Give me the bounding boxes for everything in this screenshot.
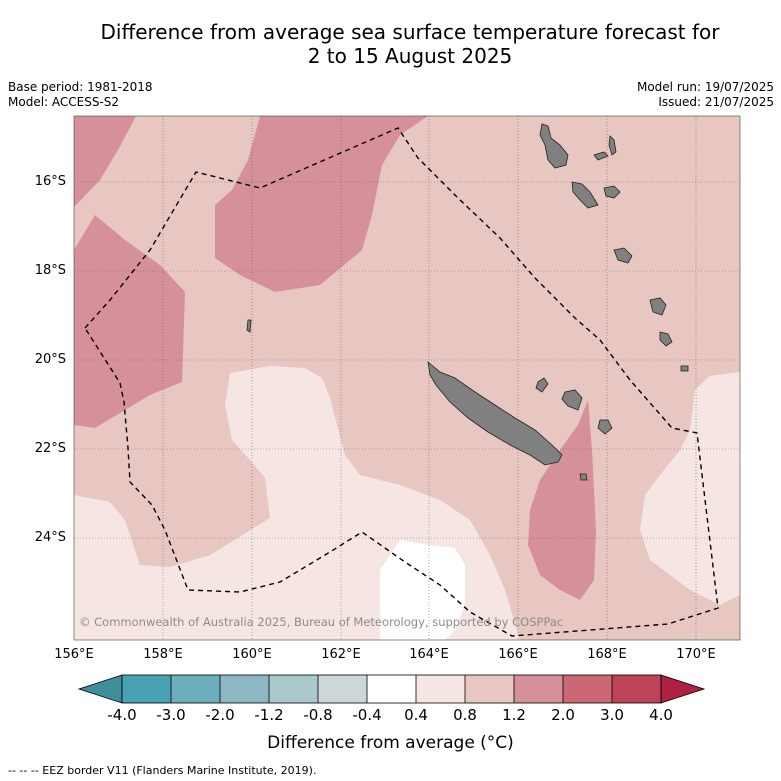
land-islet-3 <box>579 473 588 481</box>
land-island-5 <box>603 185 621 199</box>
colorbar-cell-max-extend <box>660 674 706 704</box>
eez-legend: -- -- -- EEZ border V11 (Flanders Marine… <box>8 764 317 777</box>
lon-label-166e: 166°E <box>498 647 538 662</box>
colorbar-tick: -0.4 <box>352 706 382 724</box>
land-island-1 <box>539 123 569 169</box>
colorbar-cell-min-extend <box>77 674 123 704</box>
meta-right: Model run: 19/07/2025 Issued: 21/07/2025 <box>637 80 774 110</box>
lon-label-164e: 164°E <box>409 647 449 662</box>
colorbar-tick: 0.4 <box>404 706 428 724</box>
model-name: Model: ACCESS-S2 <box>8 95 120 109</box>
copyright-notice: © Commonwealth of Australia 2025, Bureau… <box>79 615 564 629</box>
anomaly-dark-region-north <box>215 116 428 292</box>
colorbar-tick: -4.0 <box>107 706 137 724</box>
lat-label-22s: 22°S <box>34 441 66 456</box>
anomaly-white-region <box>380 540 465 640</box>
colorbar-cell-10 <box>563 675 612 703</box>
meta-left: Base period: 1981-2018 Model: ACCESS-S2 <box>8 80 153 110</box>
lon-label-170e: 170°E <box>676 647 716 662</box>
land-island-7 <box>649 297 667 316</box>
colorbar-tick: 0.8 <box>453 706 477 724</box>
colorbar-tick: 2.0 <box>551 706 575 724</box>
base-period: Base period: 1981-2018 <box>8 80 153 94</box>
colorbar-tick: 4.0 <box>649 706 673 724</box>
anomaly-dark-region-west <box>74 215 185 428</box>
colorbar <box>77 674 706 704</box>
land-loyalty-1 <box>561 389 583 411</box>
lat-label-16s: 16°S <box>34 174 66 189</box>
land-island-3 <box>593 151 609 161</box>
map-title-line2: 2 to 15 August 2025 <box>307 44 513 68</box>
land-islet-2 <box>246 319 252 333</box>
colorbar-tick: -3.0 <box>156 706 186 724</box>
model-run: Model run: 19/07/2025 <box>636 80 774 94</box>
lat-label-20s: 20°S <box>34 352 66 367</box>
anomaly-dark-region-southeast <box>528 400 596 600</box>
issued-date: Issued: 21/07/2025 <box>658 95 774 109</box>
colorbar-cell-5 <box>318 675 367 703</box>
colorbar-cell-8 <box>465 675 514 703</box>
lon-label-158e: 158°E <box>143 647 183 662</box>
colorbar-cell-1 <box>122 675 171 703</box>
land-island-4 <box>608 135 617 156</box>
colorbar-cell-3 <box>220 675 269 703</box>
land <box>246 123 689 481</box>
land-islet-1 <box>535 377 549 393</box>
anomaly-light-region-east <box>640 372 740 605</box>
colorbar-cell-6 <box>367 675 416 703</box>
lat-label-18s: 18°S <box>34 263 66 278</box>
lon-label-160e: 160°E <box>232 647 272 662</box>
lat-label-24s: 24°S <box>34 530 66 545</box>
colorbar-tick: -0.8 <box>303 706 333 724</box>
colorbar-tick: 3.0 <box>600 706 624 724</box>
land-islet-4 <box>680 365 689 372</box>
map-title-line1: Difference from average sea surface temp… <box>100 20 720 44</box>
gridlines <box>74 116 740 640</box>
map-frame <box>73 115 741 641</box>
lon-label-156e: 156°E <box>54 647 94 662</box>
colorbar-tick: -2.0 <box>205 706 235 724</box>
colorbar-tick: 1.2 <box>502 706 526 724</box>
colorbar-cell-11 <box>612 675 661 703</box>
lon-label-168e: 168°E <box>587 647 627 662</box>
land-island-2 <box>571 181 599 209</box>
colorbar-cell-4 <box>269 675 318 703</box>
lon-label-162e: 162°E <box>321 647 361 662</box>
land-loyalty-2 <box>597 419 613 435</box>
land-new-caledonia <box>427 361 563 466</box>
colorbar-cell-9 <box>514 675 563 703</box>
colorbar-cell-2 <box>171 675 220 703</box>
colorbar-cell-7 <box>416 675 465 703</box>
land-island-8 <box>659 331 673 347</box>
colorbar-tick: -1.2 <box>254 706 284 724</box>
land-island-6 <box>613 247 633 264</box>
colorbar-label: Difference from average (°C) <box>267 733 514 753</box>
anomaly-dark-region-northwest <box>74 116 136 207</box>
map-area <box>74 116 740 640</box>
